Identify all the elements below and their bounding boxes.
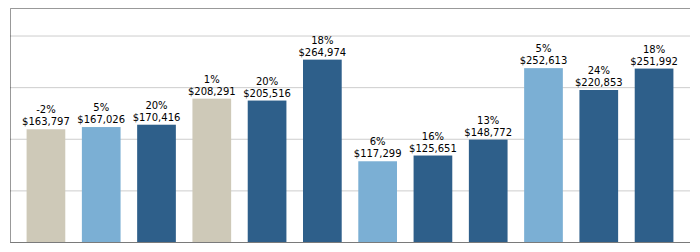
y-axis-line bbox=[11, 9, 691, 243]
grid-line bbox=[10, 36, 690, 37]
data-label: $167,026 bbox=[77, 114, 125, 125]
bar bbox=[358, 161, 397, 242]
annotation: 18% bbox=[311, 35, 333, 46]
data-label: $220,853 bbox=[575, 77, 623, 88]
plot: $163,797 $167,026 $170,416 $208,291 $205,516… bbox=[10, 9, 690, 243]
bar bbox=[192, 99, 231, 242]
bar bbox=[82, 127, 121, 242]
data-label: $264,974 bbox=[298, 47, 346, 58]
y-axis bbox=[10, 9, 690, 243]
y-tick bbox=[10, 242, 690, 243]
bar bbox=[137, 125, 176, 242]
bar bbox=[579, 90, 618, 242]
annotation: 24% bbox=[588, 65, 610, 76]
data-label: $252,613 bbox=[520, 55, 568, 66]
data-label: $205,516 bbox=[243, 88, 291, 99]
bar bbox=[469, 140, 508, 242]
data-label: $125,651 bbox=[409, 143, 457, 154]
bar bbox=[524, 68, 563, 242]
annotation: 16% bbox=[422, 131, 444, 142]
bar bbox=[27, 129, 66, 242]
data-label: $208,291 bbox=[188, 86, 236, 97]
data-label: $163,797 bbox=[22, 116, 70, 127]
y-tick bbox=[10, 36, 690, 37]
data-label: $148,772 bbox=[464, 127, 512, 138]
bar bbox=[248, 101, 287, 242]
chart: $163,797 $167,026 $170,416 $208,291 $205,516… bbox=[0, 0, 700, 252]
annotation: 6% bbox=[370, 136, 386, 147]
data-label: $251,992 bbox=[630, 56, 678, 67]
grid-line bbox=[10, 242, 690, 243]
data-label: $117,299 bbox=[354, 148, 402, 159]
bars bbox=[27, 60, 674, 242]
bar bbox=[414, 156, 453, 242]
data-labels: $163,797 $167,026 $170,416 $208,291 $205,516… bbox=[22, 35, 678, 160]
annotation: 1% bbox=[204, 74, 220, 85]
annotation: 20% bbox=[256, 76, 278, 87]
annotation: 20% bbox=[145, 100, 167, 111]
annotation: -2% bbox=[36, 104, 55, 115]
annotation: 5% bbox=[93, 102, 109, 113]
bar bbox=[635, 69, 674, 242]
annotation: 18% bbox=[643, 44, 665, 55]
data-label: $170,416 bbox=[133, 112, 181, 123]
annotation: 5% bbox=[536, 43, 552, 54]
bar bbox=[303, 60, 342, 242]
annotation: 13% bbox=[477, 115, 499, 126]
